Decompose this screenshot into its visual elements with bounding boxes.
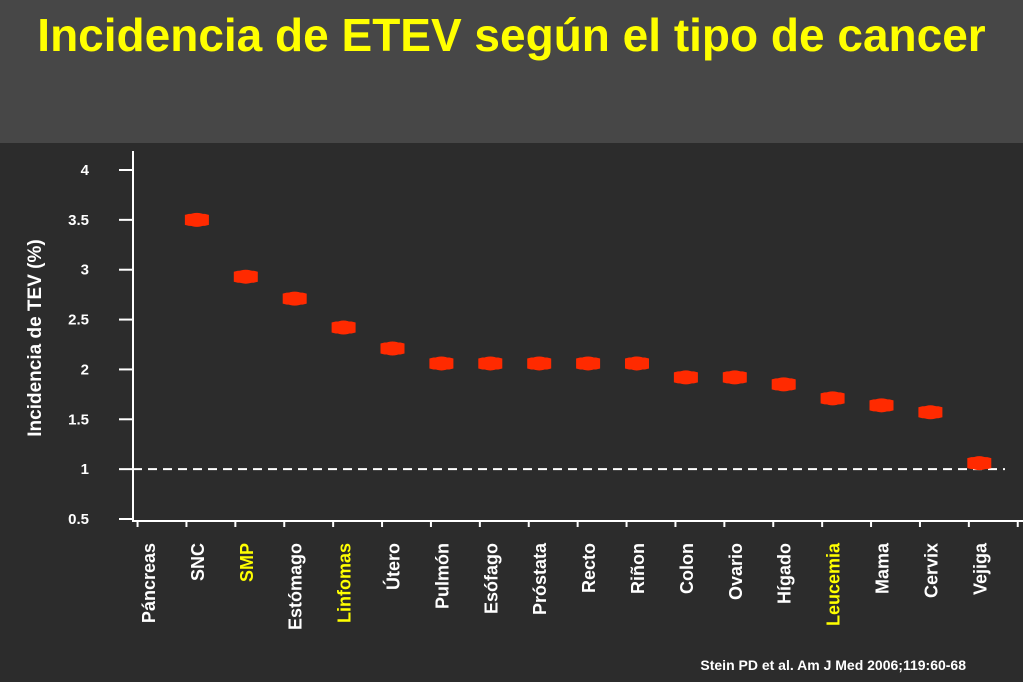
x-category-label: Próstata	[530, 542, 550, 615]
x-category-label: Mama	[873, 542, 893, 594]
x-category-label: Colon	[677, 543, 697, 594]
x-category-label: Vejiga	[970, 542, 990, 595]
x-category-label: Recto	[579, 543, 599, 593]
x-category-label: Ovario	[726, 543, 746, 600]
data-point-bulge	[968, 456, 991, 471]
x-category-label: Páncreas	[139, 543, 159, 623]
y-tick-label: 1	[81, 461, 89, 478]
data-point-bulge	[381, 341, 404, 356]
page-title: Incidencia de ETEV según el tipo de canc…	[37, 9, 986, 61]
y-tick-label: 1.5	[68, 411, 89, 428]
data-point-bulge	[821, 391, 844, 406]
y-tick-label: 3.5	[68, 212, 89, 229]
x-category-label: Cervix	[921, 543, 941, 598]
y-tick-label: 4	[81, 162, 90, 179]
data-point-bulge	[723, 370, 746, 385]
y-axis-label: Incidencia de TEV (%)	[25, 239, 46, 437]
x-category-label: Leucemia	[824, 542, 844, 626]
x-category-label: Esófago	[481, 543, 501, 614]
x-category-label: Pulmón	[432, 543, 452, 609]
chart: 0.5 1 1.5 2 2.5 3 3.5 4 Páncreas SNC SMP Estómago Li…	[68, 151, 1023, 630]
x-category-label: Útero	[383, 543, 404, 590]
y-tick-label: 3	[81, 262, 89, 279]
title-bar	[0, 0, 1023, 143]
data-point-bulge	[332, 320, 355, 335]
data-point-bulge	[185, 212, 208, 227]
data-point-bulge	[234, 269, 257, 284]
data-point-bulge	[919, 405, 942, 420]
data-point-bulge	[674, 370, 697, 385]
y-tick-label: 2	[81, 361, 89, 378]
x-category-label: Hígado	[775, 543, 795, 604]
data-point-bulge	[430, 356, 453, 371]
y-tick-label: 2.5	[68, 312, 89, 329]
data-point-bulge	[870, 398, 893, 413]
data-point-bulge	[283, 291, 306, 306]
y-tick-label: 0.5	[68, 511, 89, 528]
data-point-bulge	[479, 356, 502, 371]
data-point-bulge	[577, 356, 600, 371]
data-point-bulge	[772, 377, 795, 392]
x-category-label: Estómago	[286, 543, 306, 630]
data-point-bulge	[528, 356, 551, 371]
data-point-bulge	[626, 356, 648, 371]
citation: Stein PD et al. Am J Med 2006;119:60-68	[700, 657, 966, 673]
x-category-label: SMP	[237, 543, 257, 582]
x-category-label: SNC	[188, 543, 208, 581]
x-category-label: Linfomas	[335, 543, 355, 623]
x-category-label: Riñon	[628, 543, 648, 594]
